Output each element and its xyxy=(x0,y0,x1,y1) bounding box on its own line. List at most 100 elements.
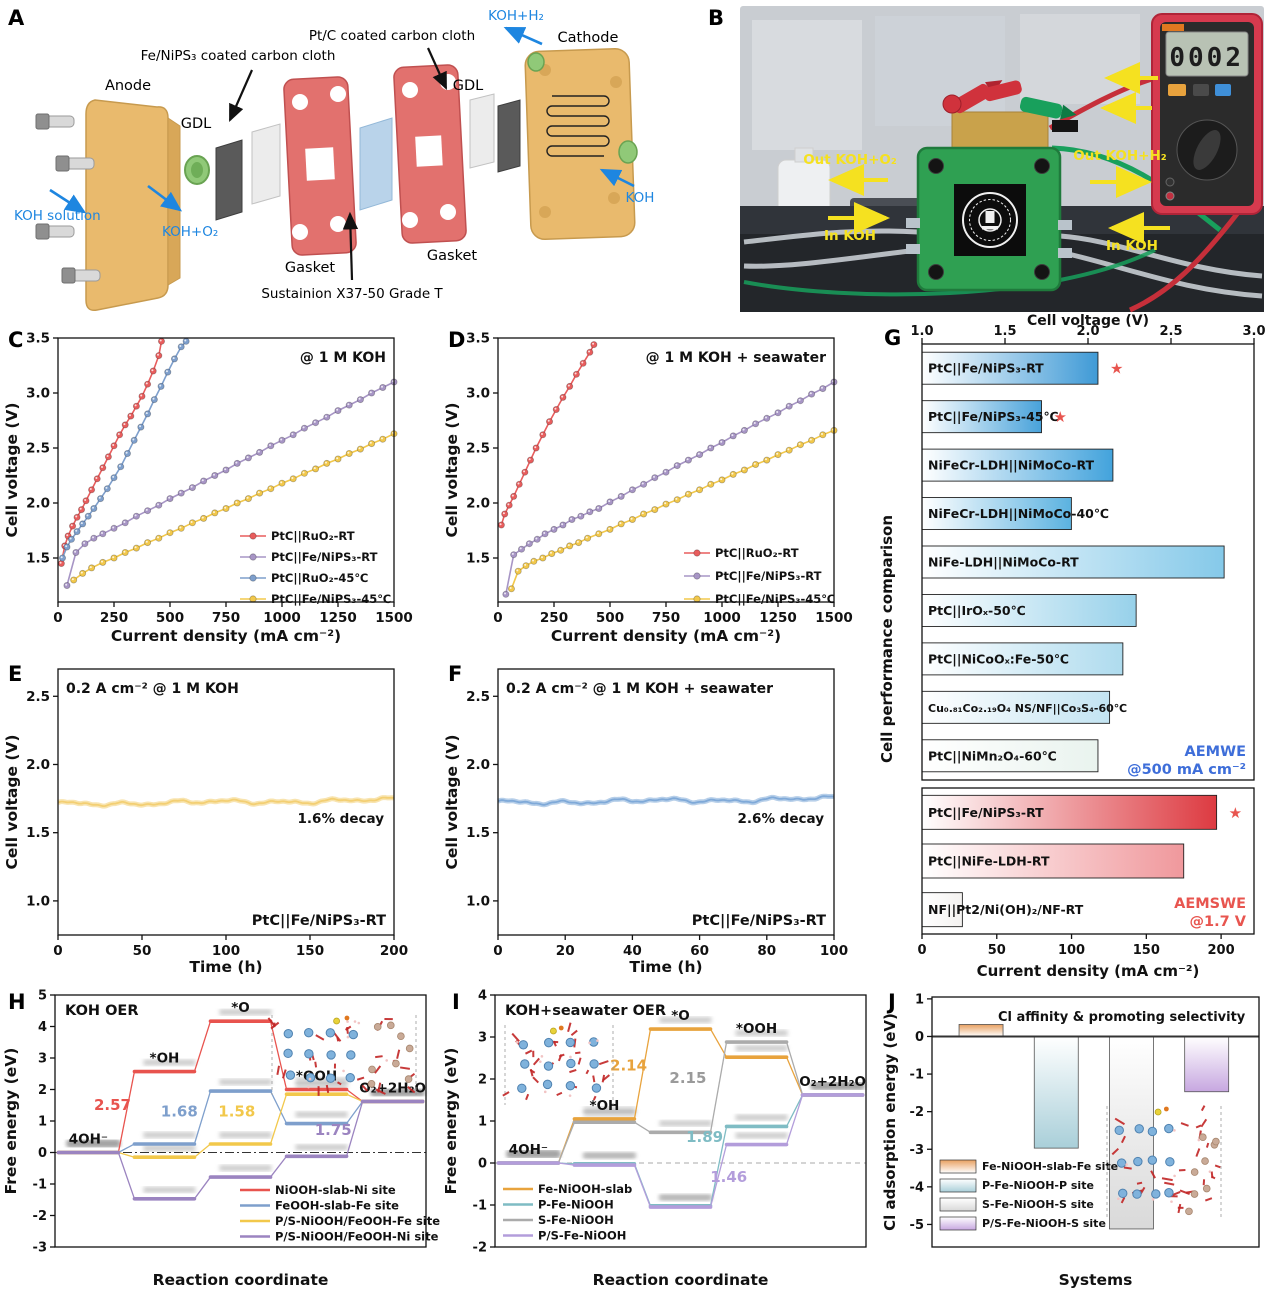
bar-label: NiFeCr-LDH||NiMoCo-40℃ xyxy=(928,506,1109,521)
plot-frame xyxy=(57,337,395,603)
svg-text:1: 1 xyxy=(478,1115,487,1130)
bar-aemwe-5: PtC||IrOₓ-50℃ xyxy=(921,593,1137,627)
bar-label: PtC||IrOₓ-50℃ xyxy=(928,603,1026,618)
cathode-port-right xyxy=(618,140,638,164)
y-axis-label: Cell voltage (V) xyxy=(3,734,21,869)
svg-text:20: 20 xyxy=(556,943,575,959)
koh-o2-arrow xyxy=(147,184,183,212)
step-value: 1.58 xyxy=(218,1102,255,1120)
svg-text:2.0: 2.0 xyxy=(26,757,50,773)
panel-label-b: B xyxy=(708,6,725,30)
svg-text:PtC||Fe/NiPS₃-45℃: PtC||Fe/NiPS₃-45℃ xyxy=(271,592,391,606)
koh-o2-label: KOH+O₂ xyxy=(162,224,218,240)
svg-text:100: 100 xyxy=(1058,943,1085,958)
cloth-right-label: Pt/C coated carbon cloth xyxy=(309,28,475,44)
svg-text:3.5: 3.5 xyxy=(26,331,50,347)
svg-text:1: 1 xyxy=(38,1115,47,1130)
bar-label: PtC||Fe/NiPS₃-45℃ xyxy=(928,409,1059,424)
bar-aemwe-4: NiFe-LDH||NiMoCo-RT xyxy=(921,545,1225,579)
svg-text:0: 0 xyxy=(53,943,62,959)
panel-label-e: E xyxy=(8,662,23,686)
svg-text:-1: -1 xyxy=(910,1068,924,1083)
koh-h2-label: KOH+H₂ xyxy=(488,8,544,24)
svg-text:2.0: 2.0 xyxy=(466,496,490,512)
svg-text:-1: -1 xyxy=(473,1199,487,1214)
svg-text:3.0: 3.0 xyxy=(1242,324,1265,339)
svg-text:3.0: 3.0 xyxy=(466,386,490,402)
step-value: 2.15 xyxy=(669,1069,706,1087)
svg-text:500: 500 xyxy=(596,610,624,626)
panel-h-energy-koh-oer: -3 -2 -1 0 1 2 3 4 5 Reaction coordinate Free ener… xyxy=(0,985,440,1298)
panel-label-j: J xyxy=(888,990,896,1014)
svg-text:0: 0 xyxy=(493,610,502,626)
in-koh-right-label: In KOH xyxy=(1106,238,1158,254)
svg-text:-2: -2 xyxy=(910,1105,924,1120)
cloth-right-arrow xyxy=(426,47,448,91)
koh-arrow xyxy=(599,168,635,188)
cell-annotation: PtC||Fe/NiPS₃-RT xyxy=(252,913,386,929)
bar-label: PtC||NiFe-LDH-RT xyxy=(928,854,1050,869)
cathode-label: Cathode xyxy=(558,30,619,46)
series-PtC||RuO₂-RT xyxy=(497,341,598,529)
svg-text:1.0: 1.0 xyxy=(466,893,490,909)
y-axis-label: Free energy (eV) xyxy=(2,1048,20,1195)
svg-text:500: 500 xyxy=(156,610,184,626)
svg-text:200: 200 xyxy=(380,943,408,959)
y-axis-label: Cl adsorption energy (eV) xyxy=(881,1013,899,1231)
gdl-right-label: GDL xyxy=(453,78,483,94)
svg-text:1500: 1500 xyxy=(375,610,413,626)
svg-text:2.0: 2.0 xyxy=(26,496,50,512)
chart-i: -2 -1 0 1 2 3 4 Reaction coordinate Free energy … xyxy=(442,989,867,1289)
bar-aemswe-0: PtC||Fe/NiPS₃-RT ★ xyxy=(921,794,1242,830)
svg-text:0: 0 xyxy=(917,943,926,958)
crystal-structure-inset xyxy=(1106,1105,1222,1218)
svg-text:Fe-NiOOH-slab-Fe site: Fe-NiOOH-slab-Fe site xyxy=(982,1160,1118,1173)
meter-reading: 0002 xyxy=(1169,43,1244,73)
koh-h2-arrow xyxy=(503,26,543,46)
chart-d: 0 250 500 750 1000 1250 1500 1.5 2.0 2.5 3.0 3.5 Cur… xyxy=(443,331,853,646)
step-value: 2.57 xyxy=(94,1096,131,1114)
svg-text:1.5: 1.5 xyxy=(993,324,1016,339)
koh-label: KOH xyxy=(626,190,655,206)
panel-label-h: H xyxy=(8,990,26,1014)
level-shadows xyxy=(507,1017,864,1202)
svg-text:1.5: 1.5 xyxy=(466,825,490,841)
bar-label: PtC||Fe/NiPS₃-RT xyxy=(928,361,1044,376)
y-axis-label: Cell voltage (V) xyxy=(443,402,461,537)
panel-label-g: G xyxy=(884,326,902,350)
svg-text:1.5: 1.5 xyxy=(26,825,50,841)
axes: 0 250 500 750 1000 1250 1500 1.5 2.0 2.5 3.0 3.5 Cur… xyxy=(3,331,413,646)
koh-solution-label: KOH solution xyxy=(14,208,101,224)
svg-text:-4: -4 xyxy=(910,1180,924,1195)
panel-j-cl-adsorption: 1 0 -1 -2 -3 -4 -5 Systems Cl adsorption energy … xyxy=(880,985,1269,1298)
svg-text:P-Fe-NiOOH-P site: P-Fe-NiOOH-P site xyxy=(982,1179,1094,1192)
stage-label: 4OH⁻ xyxy=(509,1142,548,1158)
bar-aemwe-7: Cu₀.₈₁Co₂.₁₉O₄ NS/NF||Co₃S₄-60℃ xyxy=(921,690,1127,724)
svg-text:150: 150 xyxy=(1133,943,1160,958)
svg-text:0: 0 xyxy=(478,1157,487,1172)
bar-P-Fe-NiOOH-P site xyxy=(1033,1036,1079,1149)
bar-aemwe-8: PtC||NiMn₂O₄-60℃ xyxy=(921,739,1099,773)
y-axis-label: Cell voltage (V) xyxy=(3,402,21,537)
svg-text:3.0: 3.0 xyxy=(26,386,50,402)
svg-text:2.0: 2.0 xyxy=(466,757,490,773)
x-axis-label: Time (h) xyxy=(189,958,262,976)
series-PtC||Fe/NiPS₃-RT xyxy=(502,378,838,598)
svg-text:2.5: 2.5 xyxy=(26,689,50,705)
svg-text:2.5: 2.5 xyxy=(466,441,490,457)
panel-b-photo: 0002 Out KOH+O₂ Out KOH+H₂ In KOH In KOH xyxy=(700,0,1269,322)
bar-label: NiFeCr-LDH||NiMoCo-RT xyxy=(928,458,1095,473)
bar-label: Cu₀.₈₁Co₂.₁₉O₄ NS/NF||Co₃S₄-60℃ xyxy=(928,702,1127,715)
plot-frame xyxy=(54,994,427,1248)
star-icon: ★ xyxy=(1229,804,1242,822)
svg-text:4: 4 xyxy=(478,989,487,1004)
chart-g: Cell voltage (V) 1.0 1.5 2.0 2.5 3.0 PtC||Fe/N… xyxy=(880,313,1266,980)
stage-label: 4OH⁻ xyxy=(69,1132,108,1148)
tubing xyxy=(743,228,1263,299)
stability-trace xyxy=(57,795,395,809)
svg-text:250: 250 xyxy=(100,610,128,626)
cloth-left-arrow xyxy=(228,69,254,123)
y-axis-label: Cell voltage (V) xyxy=(443,734,461,869)
svg-text:-2: -2 xyxy=(33,1209,47,1224)
port-right-upper xyxy=(1058,220,1072,230)
